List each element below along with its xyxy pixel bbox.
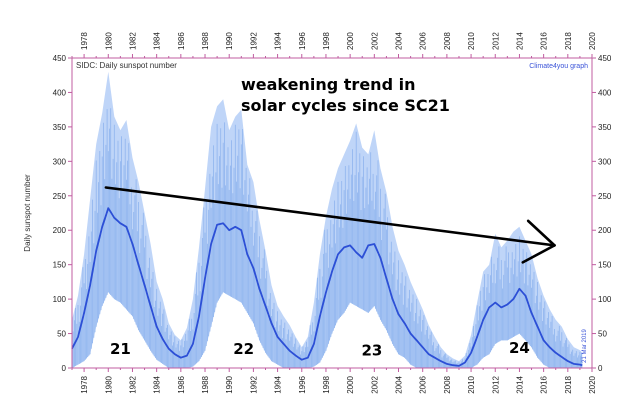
y-tick-label-right: 450 xyxy=(598,54,612,63)
y-tick-label-right: 400 xyxy=(598,88,612,97)
y-tick-label-left: 100 xyxy=(53,295,67,304)
x-tick-label-bottom: 1998 xyxy=(322,375,331,393)
x-tick-label-bottom: 2006 xyxy=(419,375,428,393)
x-tick-label-bottom: 2008 xyxy=(443,375,452,393)
smoothed-line xyxy=(71,207,583,367)
left-axis: 0 50 100 150 200 250 300 350 400 450 xyxy=(53,54,72,373)
daily-envelope xyxy=(72,71,583,369)
arrow-head-upper xyxy=(521,244,556,264)
top-axis: 1978 1980 1982 1984 1986 1988 1990 1992 1994 1996… xyxy=(71,32,597,58)
x-tick-label-top: 2016 xyxy=(540,32,549,50)
x-tick-label-bottom: 2018 xyxy=(564,375,573,393)
y-tick-label-left: 50 xyxy=(57,330,66,339)
annotation-line-1: weakening trend in xyxy=(241,75,415,94)
x-tick-label-top: 2012 xyxy=(491,32,500,50)
x-tick-label-bottom: 1986 xyxy=(177,375,186,393)
x-tick-label-top: 2000 xyxy=(346,32,355,50)
x-tick-label-bottom: 2004 xyxy=(395,375,404,393)
y-tick-label-right: 250 xyxy=(598,192,612,201)
x-tick-label-bottom: 1994 xyxy=(274,375,283,393)
x-tick-label-bottom: 2000 xyxy=(346,375,355,393)
x-tick-label-bottom: 2016 xyxy=(540,375,549,393)
x-tick-label-bottom: 1990 xyxy=(225,375,234,393)
x-tick-label-top: 1982 xyxy=(128,32,137,50)
y-tick-label-right: 50 xyxy=(598,330,607,339)
y-tick-label-right: 200 xyxy=(598,226,612,235)
x-tick-label-top: 1996 xyxy=(298,32,307,50)
x-tick-label-top: 1986 xyxy=(177,32,186,50)
source-label: SIDC: Daily sunspot number xyxy=(76,61,177,70)
trend-arrow xyxy=(104,186,556,264)
cycle-label: 21 xyxy=(110,340,131,358)
y-tick-label-left: 450 xyxy=(53,54,67,63)
date-stamp: 21 Mar 2019 xyxy=(582,329,588,363)
y-tick-label-left: 0 xyxy=(62,364,67,373)
x-tick-label-top: 2006 xyxy=(419,32,428,50)
x-tick-label-bottom: 1992 xyxy=(249,375,258,393)
x-tick-label-bottom: 2020 xyxy=(588,375,597,393)
y-tick-label-right: 0 xyxy=(598,364,603,373)
x-tick-label-bottom: 2010 xyxy=(467,375,476,393)
y-tick-label-right: 300 xyxy=(598,157,612,166)
x-tick-label-bottom: 1980 xyxy=(104,375,113,393)
series-layer xyxy=(71,71,583,369)
trend-line xyxy=(104,186,556,247)
y-tick-label-right: 350 xyxy=(598,123,612,132)
y-axis-title: Daily sunspot number xyxy=(23,174,32,252)
x-tick-label-top: 2018 xyxy=(564,32,573,50)
cycle-label: 22 xyxy=(233,340,254,358)
x-tick-label-bottom: 2002 xyxy=(370,375,379,393)
annotation-line-2: solar cycles since SC21 xyxy=(241,96,450,115)
x-tick-label-top: 2004 xyxy=(395,32,404,50)
arrow-head-lower xyxy=(526,219,556,247)
y-tick-label-left: 250 xyxy=(53,192,67,201)
y-tick-label-left: 150 xyxy=(53,261,67,270)
x-tick-label-top: 1990 xyxy=(225,32,234,50)
cycle-label: 23 xyxy=(361,342,382,360)
x-tick-label-bottom: 1982 xyxy=(128,375,137,393)
cycle-label: 24 xyxy=(509,339,530,357)
y-tick-label-left: 350 xyxy=(53,123,67,132)
y-tick-label-right: 150 xyxy=(598,261,612,270)
credit-label: Climate4you graph xyxy=(529,63,588,70)
x-tick-label-top: 1984 xyxy=(153,32,162,50)
x-tick-label-top: 2002 xyxy=(370,32,379,50)
x-tick-label-top: 1978 xyxy=(80,32,89,50)
x-tick-label-top: 2010 xyxy=(467,32,476,50)
x-tick-label-top: 2014 xyxy=(515,32,524,50)
x-tick-label-bottom: 1984 xyxy=(153,375,162,393)
x-tick-label-bottom: 2012 xyxy=(491,375,500,393)
bottom-axis: 1978 1980 1982 1984 1986 1988 1990 1992 1994 1996… xyxy=(71,368,597,394)
y-tick-label-left: 300 xyxy=(53,157,67,166)
x-tick-label-bottom: 1978 xyxy=(80,375,89,393)
x-tick-label-bottom: 1988 xyxy=(201,375,210,393)
y-tick-label-left: 400 xyxy=(53,88,67,97)
x-tick-label-bottom: 2014 xyxy=(515,375,524,393)
x-tick-label-top: 1988 xyxy=(201,32,210,50)
x-tick-label-top: 2020 xyxy=(588,32,597,50)
right-axis: 0 50 100 150 200 250 300 350 400 450 xyxy=(592,54,612,373)
x-tick-label-top: 1992 xyxy=(249,32,258,50)
x-tick-label-top: 2008 xyxy=(443,32,452,50)
x-tick-label-top: 1980 xyxy=(104,32,113,50)
x-tick-label-top: 1998 xyxy=(322,32,331,50)
y-tick-label-left: 200 xyxy=(53,226,67,235)
cycle-labels: 21 22 23 24 xyxy=(110,339,530,360)
x-tick-label-top: 1994 xyxy=(274,32,283,50)
y-tick-label-right: 100 xyxy=(598,295,612,304)
x-tick-label-bottom: 1996 xyxy=(298,375,307,393)
